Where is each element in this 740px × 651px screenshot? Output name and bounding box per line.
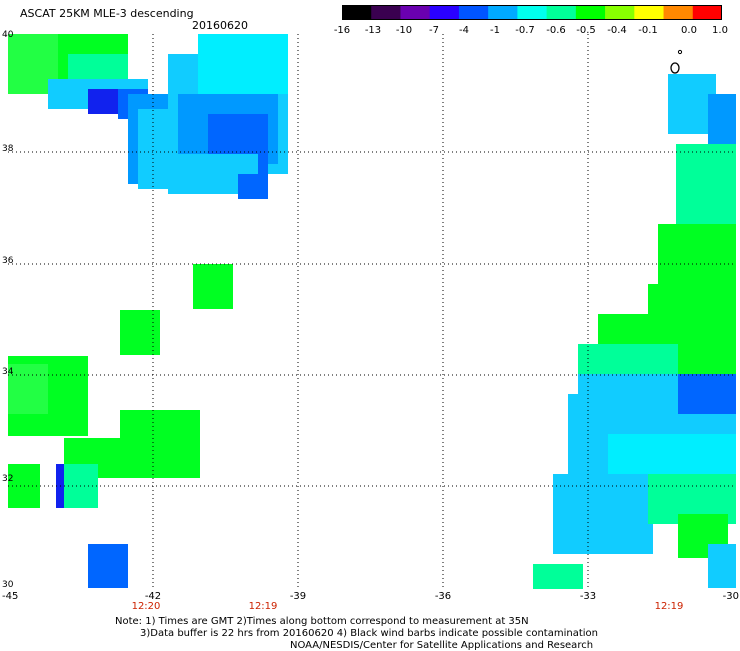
latitude-label: 36: [2, 256, 14, 266]
note-line-1: Note: 1) Times are GMT 2)Times along bot…: [115, 616, 529, 627]
wind-swath-block: [120, 310, 160, 355]
colorbar-segment: [400, 5, 431, 20]
wind-swath-block: [553, 474, 653, 554]
colorbar-segment: [342, 5, 372, 20]
colorbar-tick-label: -0.7: [515, 25, 535, 36]
colorbar-tick-label: 0.0: [681, 25, 697, 36]
longitude-label: -30: [722, 591, 739, 602]
wind-map: [8, 34, 736, 589]
colorbar-tick-label: -1: [490, 25, 500, 36]
colorbar-tick-label: -7: [429, 25, 439, 36]
latitude-label: 32: [2, 474, 14, 484]
island-outline: [670, 62, 680, 74]
plot-title: ASCAT 25KM MLE-3 descending: [20, 7, 194, 20]
latitude-label: 30: [2, 580, 14, 590]
latitude-label: 38: [2, 144, 14, 154]
island-outline: [677, 49, 683, 55]
longitude-label: -33: [579, 591, 597, 602]
colorbar-tick-label: -16: [333, 25, 351, 36]
plot-date: 20160620: [192, 19, 248, 32]
wind-swath-block: [8, 364, 48, 414]
note-line-3: NOAA/NESDIS/Center for Satellite Applica…: [290, 640, 594, 651]
wind-swath-block: [238, 174, 268, 199]
longitude-label: -42: [144, 591, 162, 602]
colorbar-segment: [634, 5, 665, 20]
colorbar-tick-label: -13: [364, 25, 382, 36]
note-line-2: 3)Data buffer is 22 hrs from 20160620 4)…: [140, 628, 598, 639]
wind-swath-block: [88, 544, 128, 588]
colorbar-segment: [371, 5, 401, 20]
colorbar-segment: [546, 5, 577, 20]
longitude-label: -45: [2, 591, 19, 602]
latitude-label: 40: [2, 30, 14, 40]
colorbar-segment: [429, 5, 460, 20]
colorbar-segment: [663, 5, 694, 20]
colorbar-tick-label: -0.6: [546, 25, 566, 36]
colorbar-tick-label: -0.5: [576, 25, 596, 36]
colorbar-tick-label: -4: [459, 25, 469, 36]
colorbar-segment: [488, 5, 518, 20]
colorbar: [342, 5, 722, 20]
wind-swath-block: [708, 544, 736, 588]
colorbar-tick-label: -0.1: [638, 25, 658, 36]
wind-swath-block: [678, 374, 736, 414]
colorbar-segment: [458, 5, 489, 20]
colorbar-segment: [575, 5, 606, 20]
longitude-label: -39: [289, 591, 307, 602]
wind-swath-block: [193, 264, 233, 309]
colorbar-tick-label: -10: [395, 25, 413, 36]
pass-time-label: 12:20: [131, 601, 161, 612]
latitude-label: 34: [2, 367, 14, 377]
pass-time-label: 12:19: [654, 601, 684, 612]
colorbar-segment: [517, 5, 548, 20]
pass-time-label: 12:19: [248, 601, 278, 612]
colorbar-segment: [605, 5, 635, 20]
longitude-label: -36: [434, 591, 452, 602]
colorbar-tick-label: 1.0: [712, 25, 728, 36]
colorbar-segment: [692, 5, 722, 20]
wind-swath-block: [198, 34, 288, 94]
wind-swath-block: [533, 564, 583, 589]
colorbar-tick-label: -0.4: [607, 25, 627, 36]
wind-swath-block: [676, 144, 736, 234]
